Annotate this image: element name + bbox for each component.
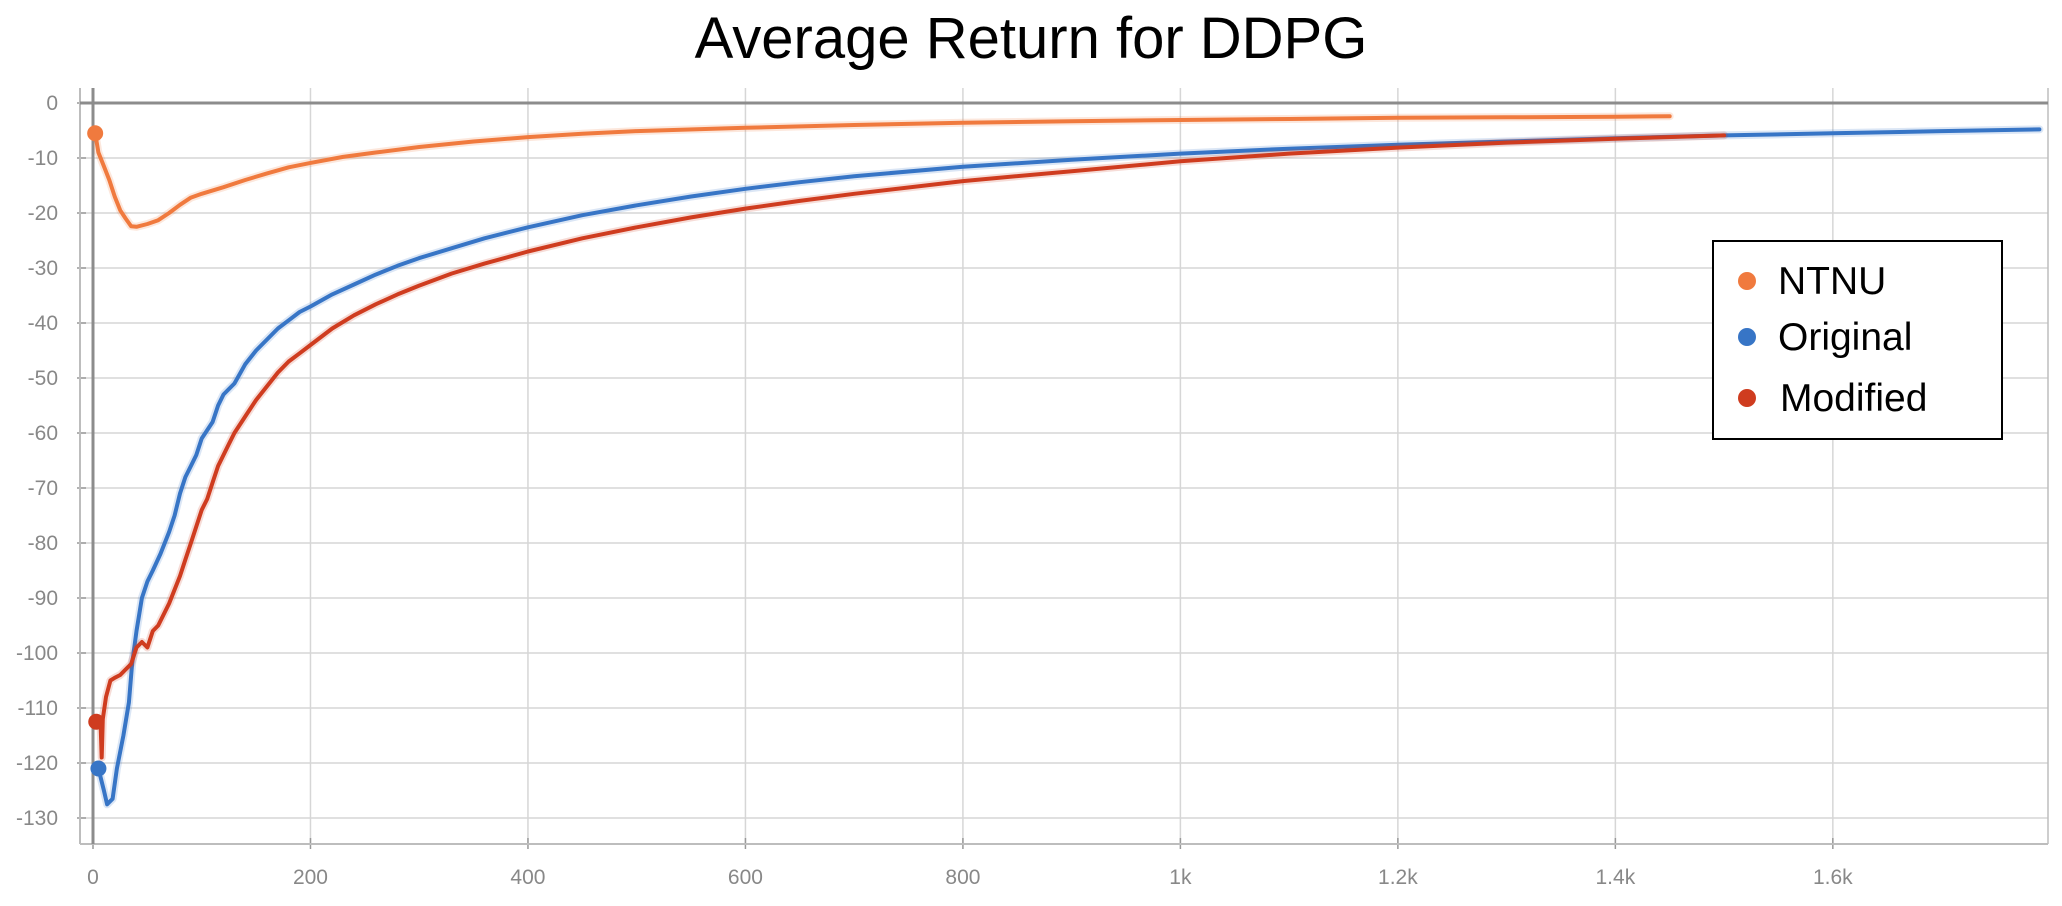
y-tick-label: -90 <box>28 587 58 610</box>
y-tick-label: -50 <box>28 367 58 390</box>
y-tick-label: -10 <box>28 147 58 170</box>
y-tick-label: -20 <box>28 202 58 225</box>
x-tick-label: 1.4k <box>1596 866 1636 889</box>
x-tick-labels: 0 200 400 600 800 1k 1.2k 1.4k 1.6k <box>87 866 1853 889</box>
legend-label-original: Original <box>1778 316 1912 359</box>
x-tick-label: 1.2k <box>1378 866 1418 889</box>
legend-label-ntnu: NTNU <box>1778 260 1886 303</box>
chart-title: Average Return for DDPG <box>695 6 1368 71</box>
y-tick-label: -120 <box>16 752 58 775</box>
y-tick-label: -110 <box>18 697 58 720</box>
legend-marker-ntnu <box>1738 272 1756 290</box>
axes <box>77 88 2049 849</box>
y-tick-label: -30 <box>28 257 58 280</box>
grid <box>80 88 2048 844</box>
series-lines <box>87 112 2044 809</box>
series-line-original <box>96 127 2042 807</box>
y-tick-label: -40 <box>28 312 58 335</box>
series-shadow-original <box>94 125 2044 809</box>
x-tick-label: 200 <box>293 866 328 889</box>
y-tick-label: -130 <box>16 807 58 830</box>
y-tick-label: 0 <box>46 92 58 115</box>
x-tick-label: 800 <box>945 866 980 889</box>
legend-label-modified: Modified <box>1780 377 1927 420</box>
x-tick-label: 0 <box>87 866 99 889</box>
x-tick-label: 1k <box>1169 866 1192 889</box>
series-marker-original <box>90 760 107 777</box>
y-tick-label: -60 <box>28 422 58 445</box>
series-shadow-modified <box>92 131 1729 762</box>
series-line-modified <box>94 133 1727 760</box>
series-marker-modified <box>88 713 105 730</box>
legend-box <box>1712 240 2003 440</box>
y-tick-labels: 0 -10 -20 -30 -40 -50 -60 -70 -80 -90 -100 -110 -120… <box>16 92 58 830</box>
series-line-ntnu <box>93 114 1672 229</box>
legend: NTNU Original Modified <box>1712 240 2003 440</box>
y-tick-label: -80 <box>28 532 58 555</box>
x-tick-label: 1.6k <box>1813 866 1853 889</box>
legend-marker-modified <box>1738 389 1756 407</box>
y-tick-label: -100 <box>16 642 58 665</box>
y-tick-label: -70 <box>28 477 58 500</box>
x-tick-label: 400 <box>510 866 545 889</box>
x-tick-label: 600 <box>728 866 763 889</box>
series-marker-ntnu <box>87 125 104 142</box>
legend-marker-original <box>1738 328 1756 346</box>
